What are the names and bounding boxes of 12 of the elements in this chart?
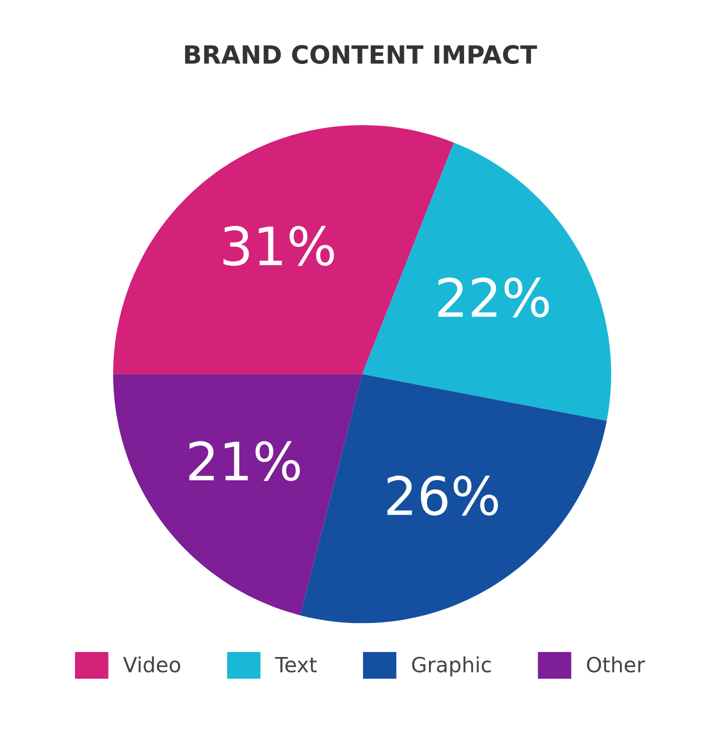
- pie-slice: [362, 142, 612, 421]
- data-label: 22%: [438, 278, 549, 318]
- legend-label: Text: [274, 657, 317, 672]
- pie-slice: [113, 374, 362, 616]
- data-label: 21%: [189, 441, 300, 482]
- legend-label: Graphic: [412, 656, 491, 677]
- data-label: 31%: [224, 226, 334, 266]
- legend-label: Other: [586, 656, 645, 672]
- pie-slice: [300, 374, 607, 624]
- chart-title: BRAND CONTENT IMPACT: [185, 45, 538, 64]
- legend-label: Video: [123, 656, 180, 672]
- data-label: 26%: [387, 476, 498, 516]
